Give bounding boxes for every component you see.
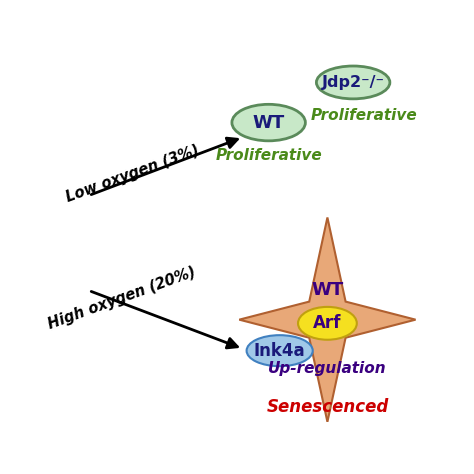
Ellipse shape bbox=[298, 307, 357, 340]
Ellipse shape bbox=[317, 66, 390, 99]
Text: High oxygen (20%): High oxygen (20%) bbox=[46, 264, 198, 331]
Text: Up-regulation: Up-regulation bbox=[268, 362, 387, 376]
Text: Low oxygen (3%): Low oxygen (3%) bbox=[64, 143, 201, 205]
Polygon shape bbox=[239, 218, 416, 422]
Text: Proliferative: Proliferative bbox=[311, 108, 418, 123]
Text: WT: WT bbox=[311, 282, 344, 300]
Text: WT: WT bbox=[253, 114, 285, 132]
Text: Proliferative: Proliferative bbox=[215, 148, 322, 163]
Ellipse shape bbox=[246, 335, 313, 366]
Text: Arf: Arf bbox=[313, 314, 342, 332]
Text: Senescenced: Senescenced bbox=[266, 398, 389, 416]
Text: Ink4a: Ink4a bbox=[254, 342, 305, 360]
Text: Jdp2⁻/⁻: Jdp2⁻/⁻ bbox=[322, 75, 384, 90]
Ellipse shape bbox=[232, 104, 305, 141]
